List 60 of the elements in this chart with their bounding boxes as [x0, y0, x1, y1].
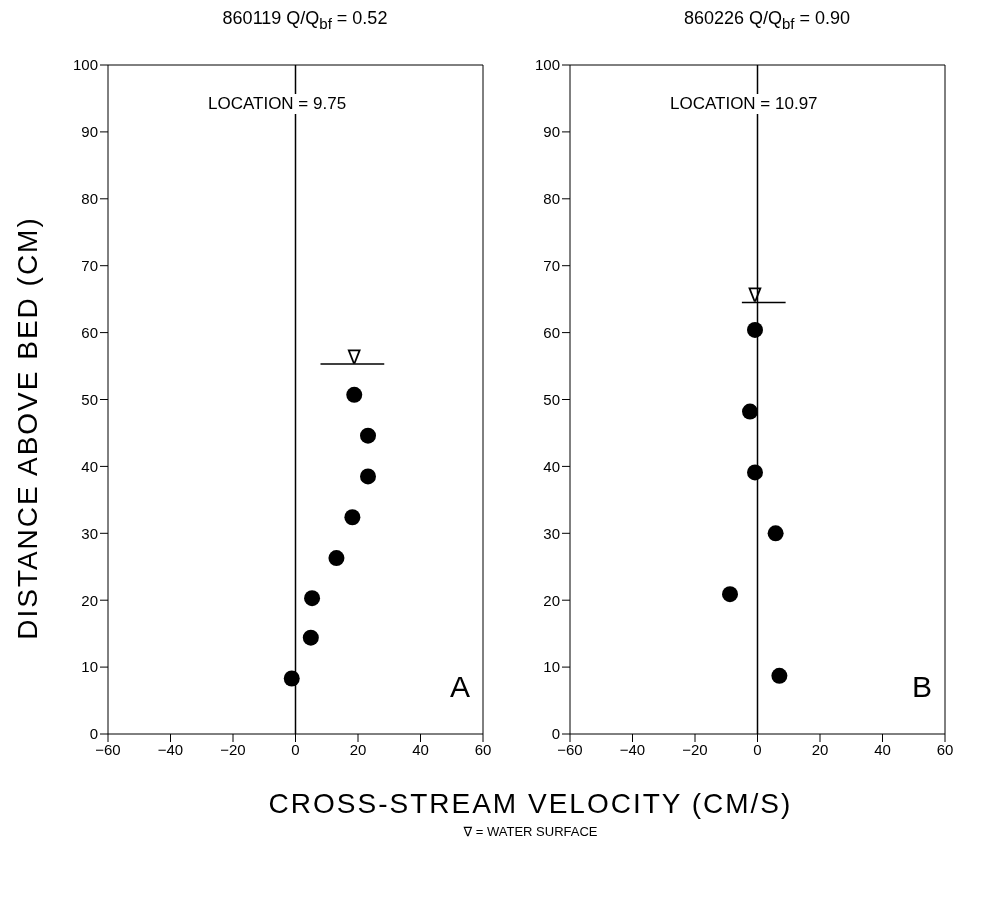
y-tick-label: 100 — [72, 56, 98, 74]
chart-title: 860226 Q/Q$_{bf}$ = 0.90 — [682, 8, 852, 34]
annotation: LOCATION = 10.97 — [666, 94, 822, 114]
x-tick-label: 0 — [291, 740, 300, 758]
annotation: A — [449, 670, 470, 704]
y-tick-label: 10 — [543, 658, 560, 676]
x-tick-label: −60 — [557, 740, 583, 758]
text: ∇ = WATER SURFACE — [462, 824, 599, 839]
y-tick-label: 80 — [543, 190, 560, 208]
y-tick-label: 30 — [81, 524, 98, 542]
x-tick-label: 40 — [412, 740, 429, 758]
y-tick-label: 90 — [543, 123, 560, 141]
y-tick-label: 90 — [81, 123, 98, 141]
y-tick-label: 40 — [81, 457, 98, 475]
x-tick-label: 40 — [874, 740, 891, 758]
y-tick-label: 70 — [81, 257, 98, 275]
y-tick-label: 20 — [543, 591, 560, 609]
x-tick-label: 0 — [753, 740, 762, 758]
x-tick-label: −60 — [95, 740, 121, 758]
x-tick-label: −40 — [619, 740, 646, 758]
chart-title: 860119 Q/Q$_{bf}$ = 0.52 — [221, 8, 389, 34]
y-tick-label: 50 — [81, 390, 98, 408]
point — [360, 427, 376, 444]
point — [344, 509, 361, 526]
y-tick-label: 20 — [81, 591, 98, 609]
annotation: ∇ — [346, 346, 362, 369]
point — [283, 670, 300, 687]
x-tick-label: 20 — [349, 740, 367, 758]
x-tick-label: −40 — [157, 740, 184, 758]
y-tick-label: 80 — [81, 190, 98, 208]
point — [771, 667, 788, 684]
y-tick-label: 60 — [543, 323, 560, 341]
y-tick-label: 10 — [81, 658, 98, 676]
x-axis-title: CROSS-STREAM VELOCITY (CM/S) — [267, 788, 794, 820]
x-tick-label: 60 — [474, 740, 492, 758]
point — [360, 468, 376, 485]
y-tick-label: 30 — [543, 524, 560, 542]
y-tick-label: 70 — [543, 257, 560, 275]
x-tick-label: 20 — [811, 740, 829, 758]
y-axis-title: DISTANCE ABOVE BED (CM) — [12, 216, 44, 640]
point — [747, 321, 763, 338]
point — [346, 386, 363, 403]
annotation: LOCATION = 9.75 — [204, 94, 351, 114]
annotation: B — [911, 670, 932, 704]
point — [302, 629, 319, 646]
point — [742, 403, 758, 420]
point — [767, 525, 784, 542]
point — [747, 464, 763, 481]
y-tick-label: 40 — [543, 457, 560, 475]
y-tick-label: 0 — [551, 725, 560, 743]
y-tick-label: 60 — [81, 323, 98, 341]
y-tick-label: 100 — [534, 56, 560, 74]
point — [304, 590, 321, 607]
point — [328, 550, 345, 567]
x-tick-label: 60 — [936, 740, 954, 758]
y-tick-label: 0 — [89, 725, 98, 743]
x-tick-label: −20 — [682, 740, 708, 758]
x-tick-label: −20 — [220, 740, 246, 758]
point — [722, 586, 738, 603]
y-tick-label: 50 — [543, 390, 560, 408]
